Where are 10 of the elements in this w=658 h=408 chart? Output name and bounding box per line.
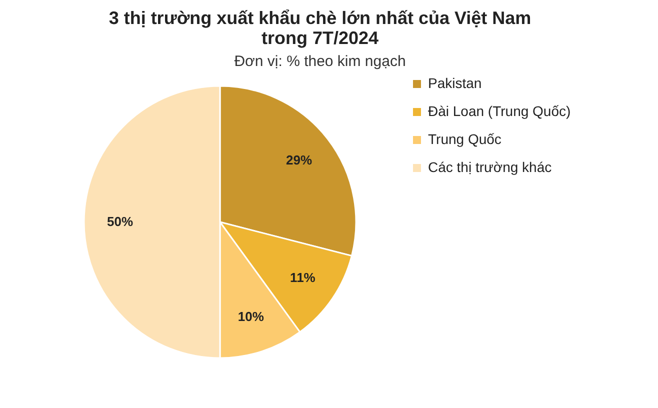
data-label: 10% <box>238 309 264 324</box>
data-label: 50% <box>106 214 134 229</box>
chart-title: 3 thị trường xuất khẩu chè lớn nhất của Việt Nam trong 7T/2024 <box>108 8 532 48</box>
chart-subtitle: Đơn vị: % theo kim ngạch <box>234 53 406 70</box>
data-label: 11% <box>290 270 316 286</box>
data-label: 29% <box>286 152 312 168</box>
legend-label: Trung Quốc <box>428 131 502 147</box>
legend-label: Các thị trường khác <box>428 159 552 175</box>
legend-label: Pakistan <box>428 75 482 91</box>
legend-label: Đài Loan (Trung Quốc) <box>428 103 571 119</box>
